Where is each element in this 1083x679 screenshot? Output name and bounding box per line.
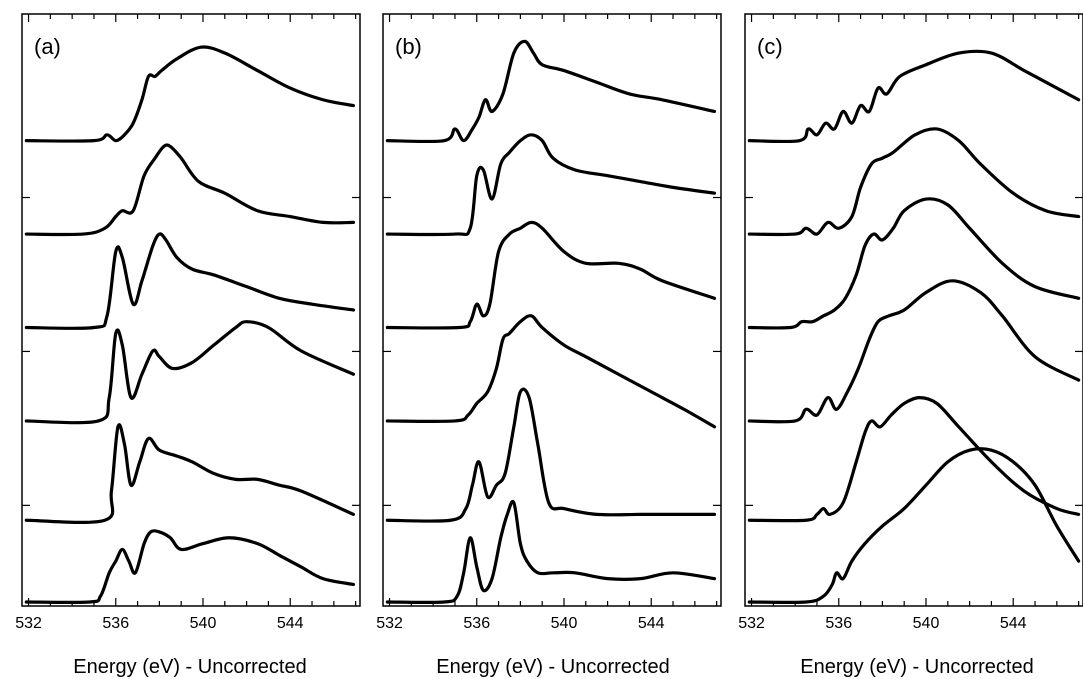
x-axis-label: Energy (eV) - Uncorrected (436, 656, 669, 678)
panel-label: (c) (757, 34, 783, 59)
spectrum-line-5 (24, 423, 356, 525)
spectrum-line-4 (385, 314, 717, 429)
panel-label: (a) (34, 34, 61, 59)
spectrum-line-1 (385, 39, 717, 144)
spectrum-line-4 (747, 279, 1081, 424)
spectrum-line-2 (747, 127, 1081, 237)
spectrum-line-1 (747, 49, 1081, 144)
spectrum-line-3 (385, 220, 717, 330)
spectrum-line-3 (747, 197, 1081, 330)
x-tick-label: 540 (913, 615, 940, 632)
x-tick-label: 536 (102, 615, 129, 632)
x-tick-label: 536 (825, 615, 852, 632)
spectrum-line-3 (24, 232, 356, 330)
panel-b: 532 536 540 544 (b) Energy (eV) - Uncorrect… (376, 13, 722, 678)
x-tick-label: 544 (1000, 615, 1027, 632)
panel-c: 532 536 540 544 (c) Energy (eV) - Uncorrect… (738, 13, 1083, 678)
x-tick-label: 544 (277, 615, 304, 632)
spectrum-line-6 (747, 447, 1081, 605)
spectrum-line-6 (385, 499, 717, 605)
x-tick-label: 532 (376, 615, 403, 632)
x-axis-label: Energy (eV) - Uncorrected (73, 656, 306, 678)
x-tick-label: 544 (638, 615, 665, 632)
panel-a: 532 536 540 544 (a) Energy (eV) - Uncorrect… (15, 13, 361, 678)
plot-frame (382, 13, 722, 607)
x-tick-label: 532 (738, 615, 765, 632)
plot-frame (21, 13, 361, 607)
spectrum-line-2 (385, 133, 717, 237)
x-tick-label: 536 (463, 615, 490, 632)
spectrum-line-5 (747, 396, 1081, 523)
x-tick-label: 532 (15, 615, 42, 632)
spectrum-line-5 (385, 387, 717, 523)
plot-frame (744, 13, 1083, 607)
panel-label: (b) (395, 34, 422, 59)
spectrum-line-2 (24, 143, 356, 237)
x-tick-label: 540 (551, 615, 578, 632)
x-axis-label: Energy (eV) - Uncorrected (800, 656, 1033, 678)
x-tick-label: 540 (190, 615, 217, 632)
spectrum-line-1 (24, 45, 356, 143)
spectrum-line-4 (24, 320, 356, 425)
spectrum-line-6 (24, 529, 356, 605)
